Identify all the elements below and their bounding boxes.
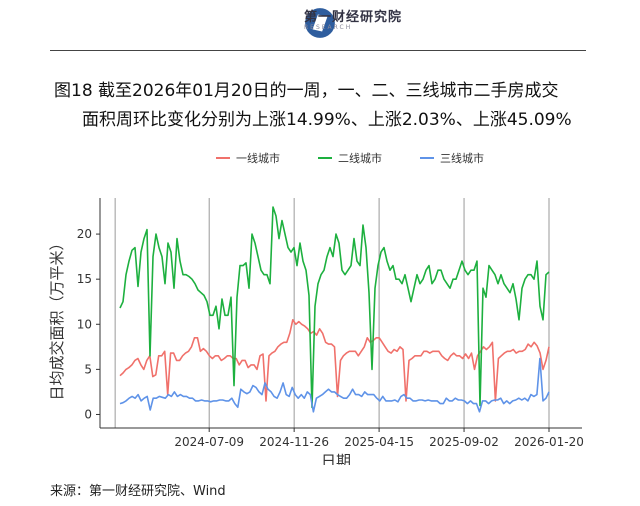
logo-text: 第一财经研究院: [304, 10, 403, 25]
source-note: 来源：第一财经研究院、Wind: [50, 484, 226, 499]
x-axis-title: 日期: [321, 452, 351, 465]
series-line-1: [119, 206, 550, 409]
chart-title-line2: 面积周环比变化分别为上涨14.99%、上涨2.03%、上涨45.09%: [82, 110, 572, 130]
vertical-gridlines: [114, 198, 550, 428]
x-ticks: 2024-07-09 2024-11-26 2025-04-15 2025-09-02…: [174, 428, 584, 449]
y-axis-title: 日均成交面积（万平米）: [48, 235, 66, 400]
series-line-2: [119, 357, 550, 413]
legend-label-1: 二线城市: [338, 151, 382, 165]
series-layer: [119, 206, 550, 413]
x-tick-label-1: 2024-11-26: [259, 435, 329, 449]
x-tick-label-0: 2024-07-09: [174, 435, 244, 449]
x-tick-label-3: 2025-09-02: [429, 435, 499, 449]
chart-legend: 一线城市 二线城市 三线城市: [216, 151, 484, 165]
x-tick-label-2: 2025-04-15: [344, 435, 414, 449]
y-tick-label-2: 10: [77, 317, 92, 331]
y-tick-label-1: 5: [84, 362, 92, 376]
legend-label-2: 三线城市: [440, 151, 484, 165]
chart-title-line1: 图18 截至2026年01月20日的一周，一、二、三线城市二手房成交: [54, 81, 559, 101]
y-ticks: 0 5 10 15 20: [77, 227, 100, 421]
logo-mark: [305, 8, 335, 38]
line-chart: 一线城市 二线城市 三线城市 0 5 10 15 20 2024-07-09 2024-11-…: [48, 151, 584, 465]
series-line-0: [119, 318, 550, 402]
logo-subtext: RESEARCH: [304, 24, 353, 31]
y-tick-label-4: 20: [77, 227, 92, 241]
axes: [99, 198, 582, 429]
y-tick-label-0: 0: [84, 407, 92, 421]
legend-label-0: 一线城市: [236, 151, 280, 165]
header-divider: [50, 50, 586, 51]
y-tick-label-3: 15: [77, 272, 92, 286]
x-tick-label-4: 2026-01-20: [514, 435, 584, 449]
